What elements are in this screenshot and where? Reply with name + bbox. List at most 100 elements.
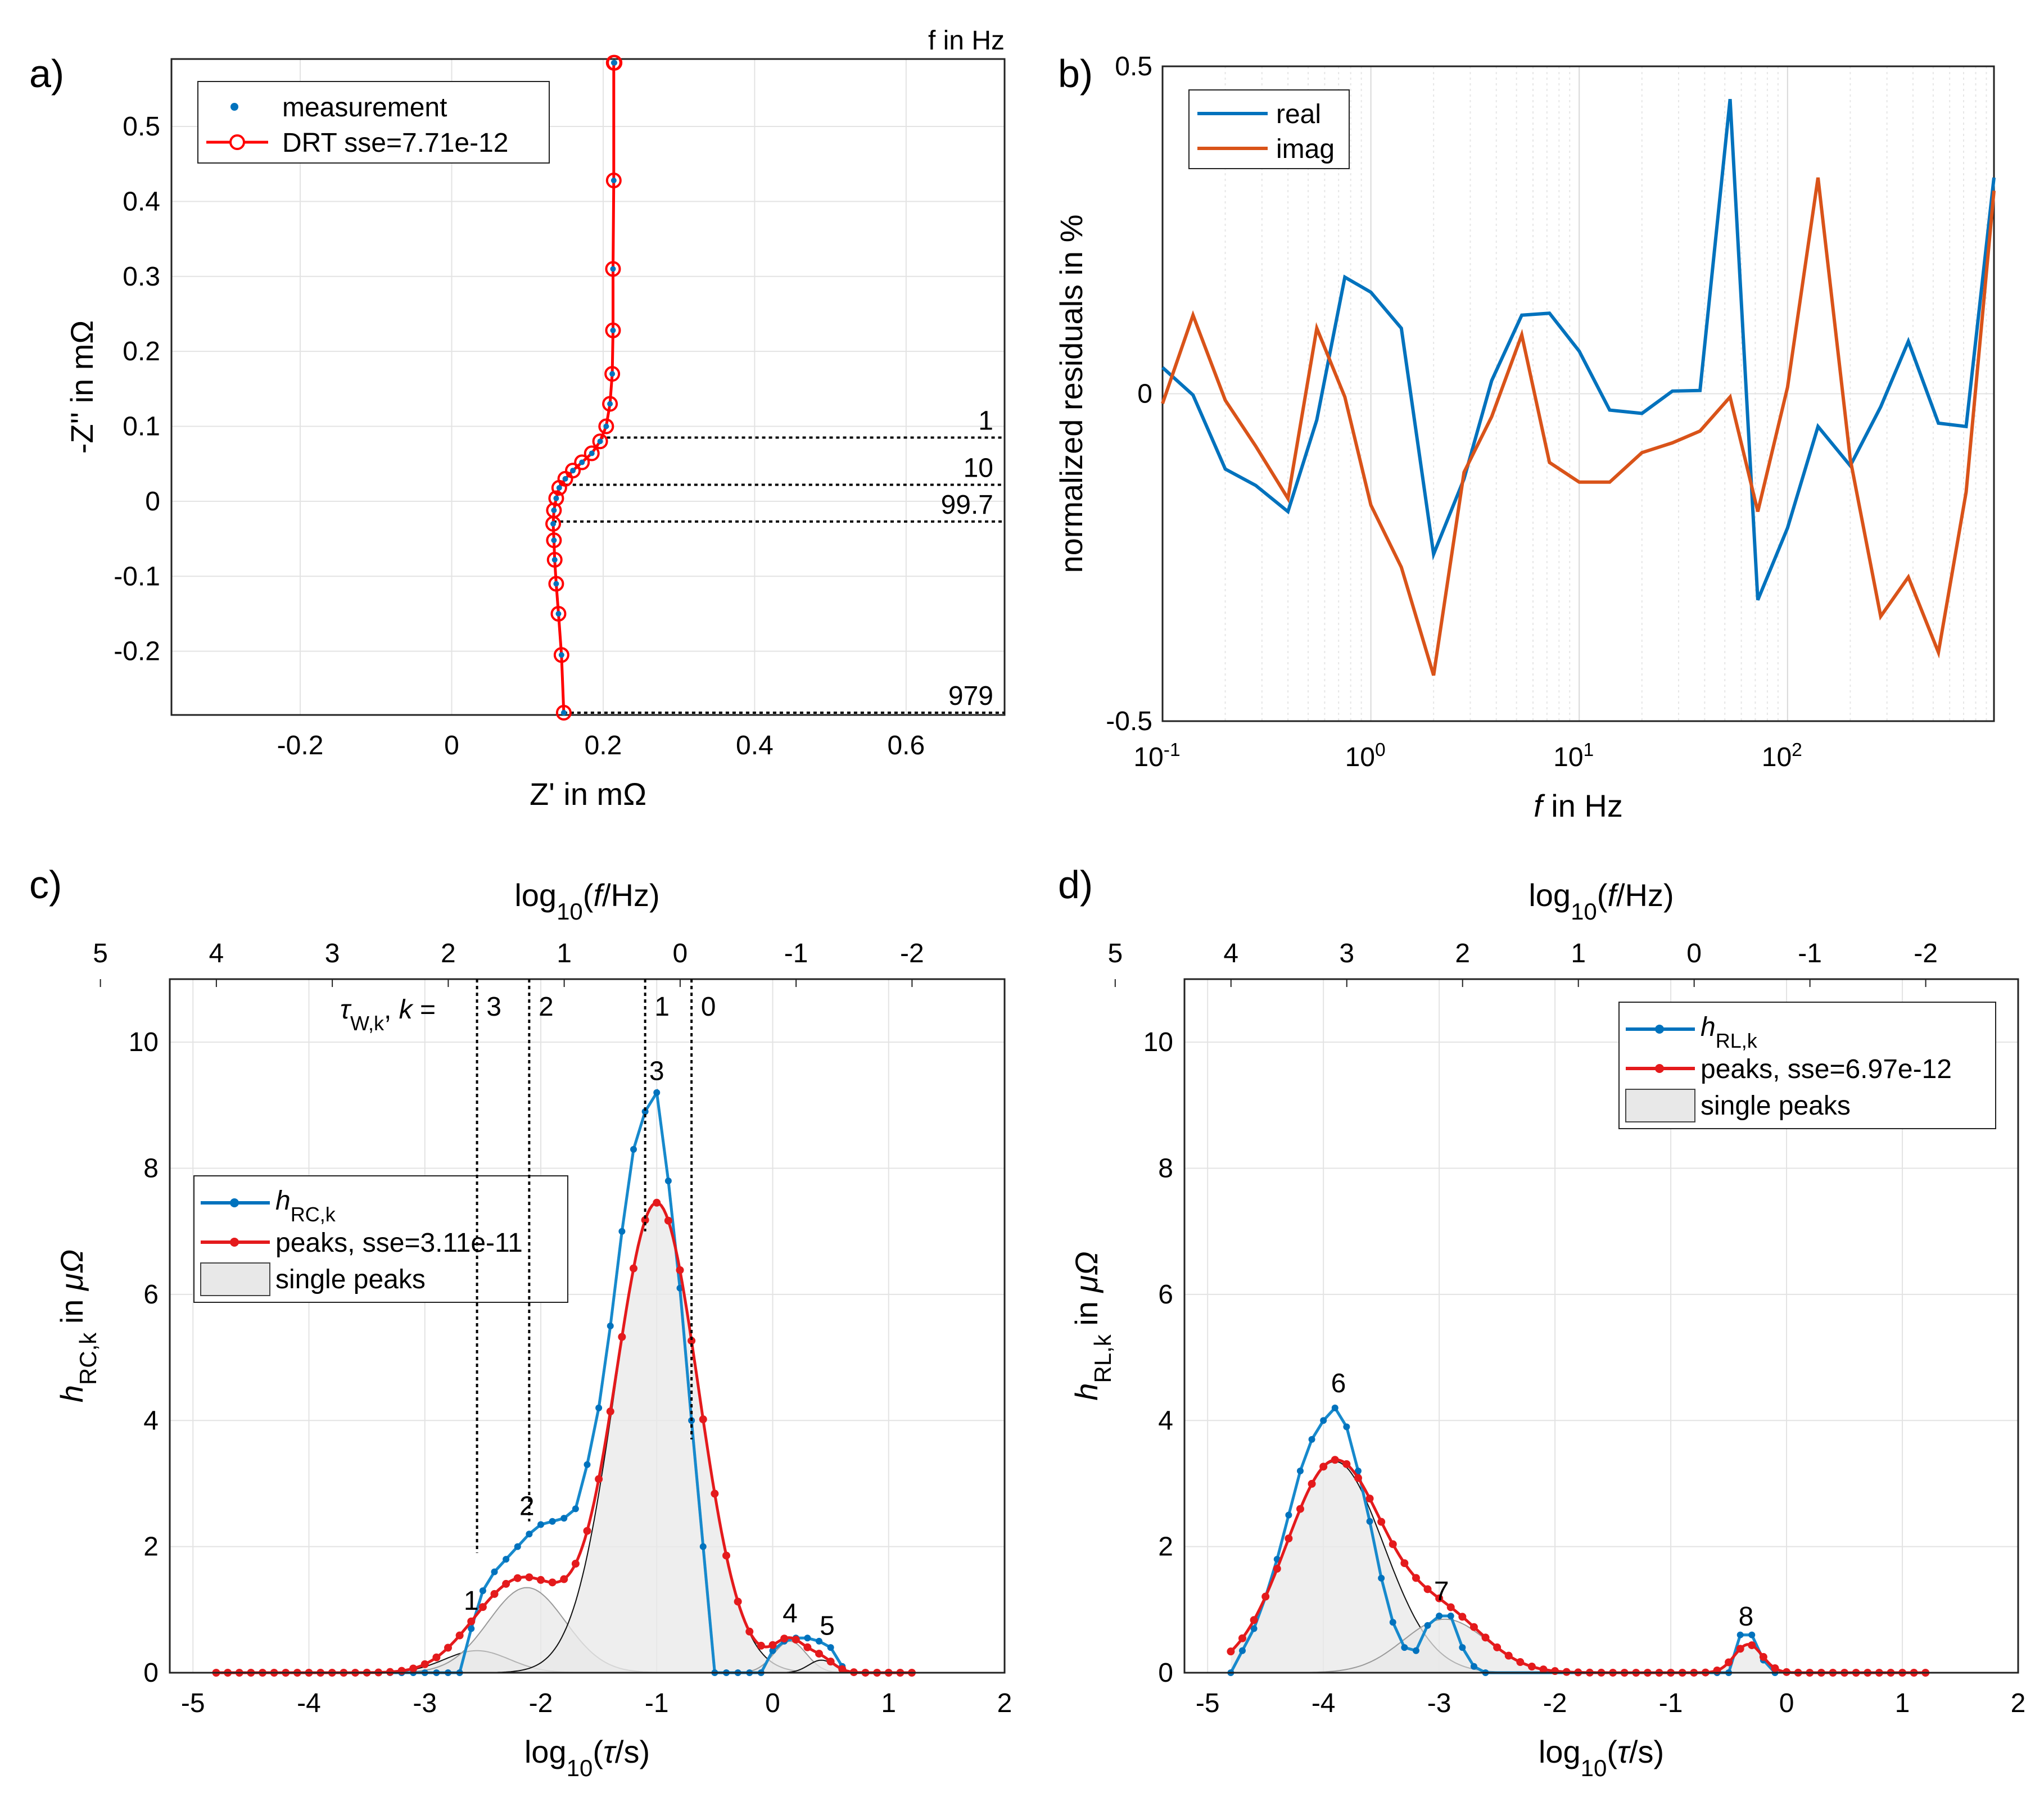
single-peak-fill: [216, 1587, 912, 1673]
drt-marker: [546, 532, 562, 549]
legend-measurement-label: measurement: [282, 93, 447, 123]
peaks-sum-point: [1551, 1667, 1559, 1676]
drt-marker: [548, 490, 564, 506]
h-point: [1296, 1468, 1304, 1475]
x-tick: -5: [1196, 1688, 1220, 1718]
peaks-sum-point: [1377, 1518, 1386, 1526]
x-tick: -3: [1427, 1688, 1451, 1718]
h-point: [1412, 1647, 1419, 1654]
legend-h-marker: [1655, 1025, 1664, 1034]
y-tick: 2: [143, 1532, 159, 1562]
measurement-point: [560, 709, 567, 716]
drt-marker: [553, 647, 569, 663]
legend-label-imag: imag: [1276, 134, 1335, 164]
peaks-sum-point: [1725, 1658, 1733, 1667]
single-peak-fill: [1231, 1644, 1926, 1673]
h-point: [641, 1108, 649, 1115]
peak-label: 4: [783, 1599, 798, 1628]
peaks-sum-point: [1504, 1651, 1513, 1660]
y-tick: 2: [1158, 1532, 1173, 1562]
x-tick: -5: [181, 1688, 205, 1718]
h-point: [827, 1644, 834, 1651]
h-point: [526, 1531, 533, 1538]
drt-marker: [550, 605, 567, 622]
peaks-sum-point: [1458, 1613, 1467, 1621]
measurement-point: [555, 610, 562, 617]
measurement-point: [612, 60, 618, 66]
peaks-sum-point: [1400, 1559, 1409, 1568]
peaks-sum-point: [1261, 1592, 1270, 1601]
legend-box-a: [197, 81, 550, 164]
h-point: [537, 1521, 544, 1528]
x-tick-a: -0.2: [277, 731, 324, 760]
x-tick: 0: [1779, 1688, 1794, 1718]
legend-peaks-marker: [230, 1238, 239, 1247]
peak-label: 2: [519, 1492, 535, 1522]
y-tick: 6: [143, 1280, 159, 1310]
x-tick: -2: [1543, 1688, 1567, 1718]
x-tick: 1: [1895, 1688, 1910, 1718]
measurement-point: [562, 476, 568, 482]
y-axis-label: hRL,k in μΩ: [1069, 1251, 1116, 1401]
peaks-sum-point: [722, 1551, 730, 1560]
legend-peaks-marker: [1655, 1064, 1664, 1073]
top-tick: -1: [784, 939, 808, 968]
panel-label-a: a): [29, 52, 64, 96]
h-point: [664, 1177, 672, 1184]
peaks-sum-point: [502, 1579, 510, 1588]
peaks-sum-point: [653, 1198, 661, 1207]
x-tick: 2: [2011, 1688, 2026, 1718]
measurement-point: [551, 556, 558, 563]
freq-marker-label: 10: [964, 454, 993, 483]
h-point: [1331, 1404, 1338, 1411]
peaks-sum-point: [1446, 1603, 1455, 1611]
h-point: [1308, 1436, 1315, 1443]
peaks-sum-point: [1771, 1664, 1779, 1672]
h-point: [595, 1404, 603, 1411]
peaks-sum-point: [676, 1266, 684, 1274]
measurement-point: [556, 485, 562, 491]
h-point: [491, 1568, 498, 1575]
h-point: [1737, 1631, 1744, 1638]
legend-single-swatch: [1625, 1089, 1695, 1122]
drt-marker: [602, 396, 618, 412]
h-point: [479, 1587, 486, 1595]
x-tick-b: 101: [1553, 740, 1594, 773]
y-tick-b: 0.5: [1115, 52, 1152, 82]
peaks-sum-point: [1308, 1479, 1316, 1488]
legend-single-swatch: [200, 1262, 270, 1296]
peaks-sum-point: [1273, 1564, 1281, 1573]
peaks-sum-point: [1365, 1495, 1374, 1503]
peaks-sum-point: [455, 1631, 464, 1640]
peaks-sum-point: [1285, 1534, 1293, 1543]
x-tick-a: 0: [444, 731, 459, 760]
h-point: [503, 1556, 510, 1563]
drt-marker: [574, 454, 590, 470]
peak-label: 3: [649, 1056, 664, 1086]
peaks-sum-point: [1748, 1641, 1756, 1650]
y-axis-label: hRC,k in μΩ: [54, 1249, 101, 1402]
peak-label: 1: [464, 1586, 479, 1616]
peaks-sum-point: [513, 1574, 522, 1582]
y-tick-a: -0.2: [114, 637, 160, 667]
y-tick: 8: [143, 1154, 159, 1184]
h-point: [1389, 1619, 1396, 1626]
h-point: [1470, 1663, 1477, 1670]
panel-label-c: c): [29, 863, 62, 907]
peaks-sum-point: [420, 1660, 429, 1668]
peaks-sum-point: [467, 1617, 476, 1626]
peaks-sum-point: [757, 1641, 765, 1650]
x-tick: 1: [881, 1688, 896, 1718]
peaks-sum-point: [1412, 1574, 1420, 1582]
panel-label-b: b): [1058, 52, 1093, 96]
legend-measurement-marker: [230, 103, 238, 111]
y-tick-b: -0.5: [1106, 707, 1152, 736]
measurement-point: [558, 652, 564, 658]
measurement-point: [610, 266, 616, 272]
peaks-sum-point: [444, 1643, 452, 1652]
single-peak-fill: [216, 1641, 912, 1673]
peaks-sum-point: [1238, 1634, 1246, 1642]
h-point: [1320, 1417, 1327, 1424]
peaks-sum-point: [397, 1667, 406, 1675]
peaks-sum-point: [548, 1578, 557, 1587]
